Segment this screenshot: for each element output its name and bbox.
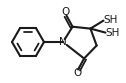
Text: O: O [61, 7, 70, 17]
Text: SH: SH [105, 28, 120, 38]
Text: SH: SH [103, 15, 118, 25]
Text: O: O [73, 68, 81, 79]
Text: N: N [59, 37, 67, 47]
